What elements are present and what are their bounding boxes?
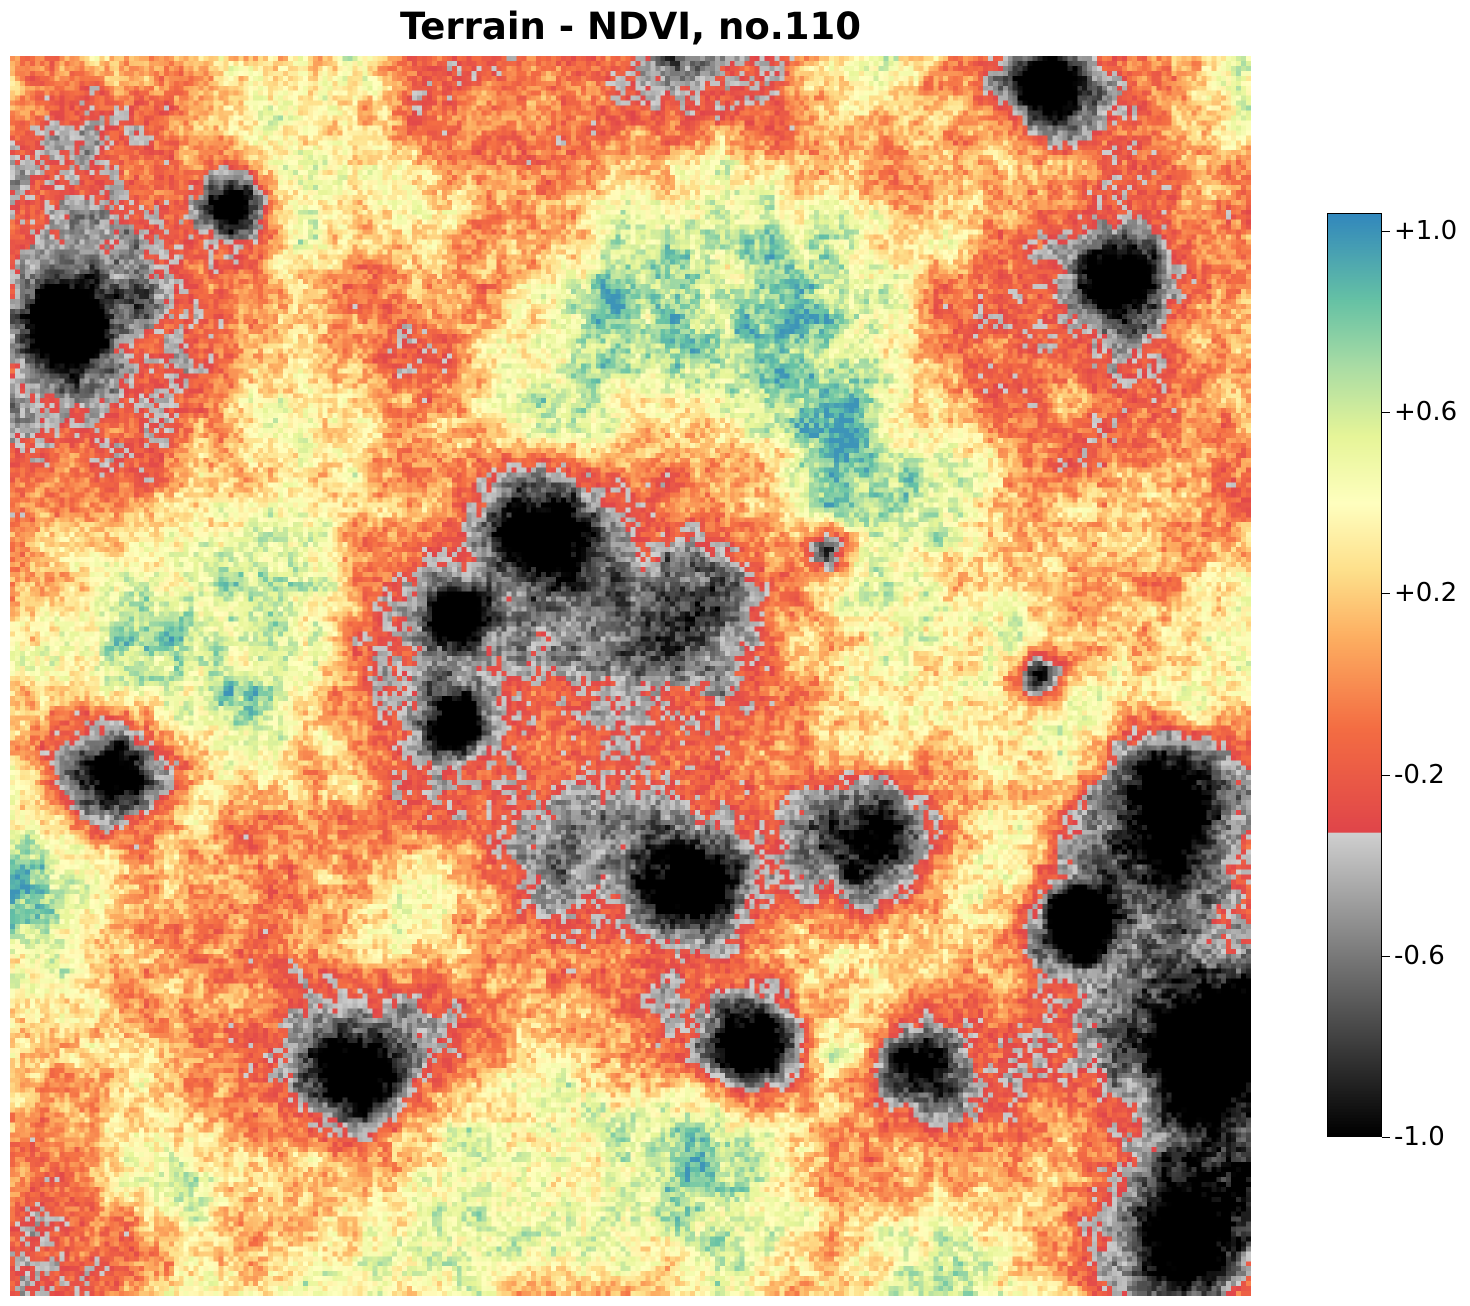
colorbar-tick-label: +0.6 — [1394, 397, 1458, 428]
colorbar-tick-mark — [1382, 231, 1390, 233]
colorbar-tick-mark — [1382, 412, 1390, 414]
colorbar-gradient — [1327, 213, 1382, 1137]
ndvi-raster-map — [10, 56, 1251, 1296]
colorbar-tick-label: -1.0 — [1394, 1122, 1445, 1152]
colorbar-tick-mark — [1382, 774, 1390, 776]
colorbar-tick-mark — [1382, 1137, 1390, 1138]
colorbar: +1.0 +0.6 +0.2 -0.2 -0.6 -1.0 — [1327, 213, 1467, 1150]
colorbar-tick-label: +1.0 — [1394, 216, 1458, 247]
colorbar-tick-label: -0.2 — [1394, 759, 1445, 790]
colorbar-tick-label: +0.2 — [1394, 578, 1458, 609]
map-title: Terrain - NDVI, no.110 — [399, 5, 862, 48]
colorbar-tick-mark — [1382, 593, 1390, 595]
colorbar-tick-mark — [1382, 955, 1390, 957]
colorbar-tick-label: -0.6 — [1394, 940, 1445, 971]
